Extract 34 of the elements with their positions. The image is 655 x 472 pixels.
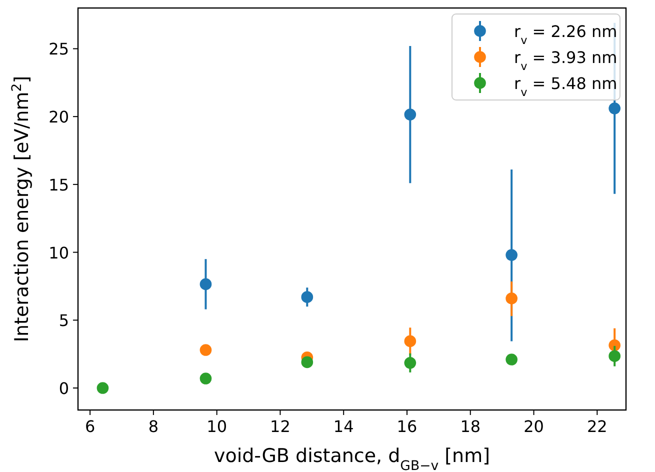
point (301, 356, 314, 368)
point (608, 102, 621, 114)
legend-label: r$_{v}$ = 2.26 nm (514, 22, 618, 46)
point (200, 278, 212, 290)
x-tick-label: 22 (586, 417, 608, 436)
point (404, 357, 416, 369)
x-tick-label: 12 (270, 417, 290, 436)
point (506, 354, 518, 366)
point (200, 344, 212, 356)
y-tick-label: 20 (48, 108, 69, 127)
point (200, 372, 212, 384)
x-tick-label: 16 (396, 417, 418, 436)
point (96, 382, 109, 394)
legend-label: r$_{v}$ = 5.48 nm (514, 74, 618, 98)
point (608, 350, 621, 362)
legend-label: r$_{v}$ = 3.93 nm (514, 48, 618, 72)
point (404, 108, 416, 120)
x-tick-label: 10 (206, 417, 227, 436)
x-tick-label: 6 (84, 417, 96, 436)
point (506, 249, 518, 261)
point (404, 335, 416, 348)
point (608, 339, 621, 352)
y-tick-label: 0 (58, 379, 69, 398)
point (301, 291, 314, 303)
x-tick-label: 18 (460, 417, 481, 436)
x-tick-label: 20 (524, 417, 544, 436)
y-tick-label: 5 (58, 311, 69, 330)
x-axis-title: void-GB distance, d$_{GB−v}$ [nm] (214, 445, 490, 472)
x-tick-label: 14 (333, 417, 354, 436)
y-tick-label: 15 (48, 175, 69, 194)
y-tick-label: 10 (48, 243, 69, 262)
x-tick-label: 8 (148, 417, 159, 436)
point (506, 292, 518, 304)
y-tick-label: 25 (48, 40, 69, 59)
